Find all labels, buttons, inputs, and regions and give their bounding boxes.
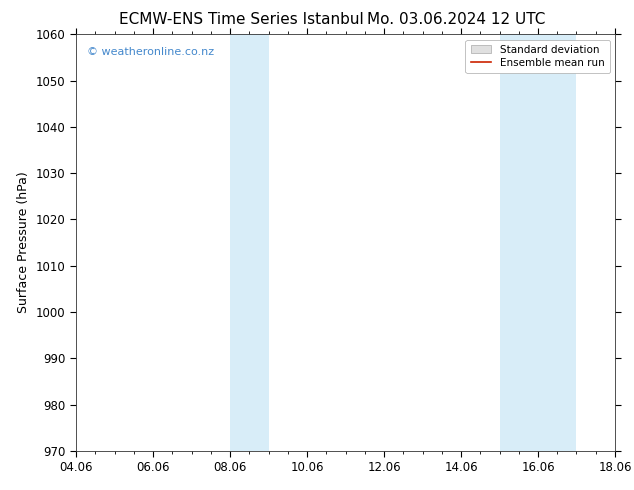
Text: Mo. 03.06.2024 12 UTC: Mo. 03.06.2024 12 UTC (367, 12, 546, 27)
Text: ECMW-ENS Time Series Istanbul: ECMW-ENS Time Series Istanbul (119, 12, 363, 27)
Bar (500, 34, 576, 451)
Y-axis label: Surface Pressure (hPa): Surface Pressure (hPa) (17, 172, 30, 314)
Bar (230, 34, 269, 451)
Legend: Standard deviation, Ensemble mean run: Standard deviation, Ensemble mean run (465, 40, 610, 73)
Text: © weatheronline.co.nz: © weatheronline.co.nz (87, 47, 214, 57)
